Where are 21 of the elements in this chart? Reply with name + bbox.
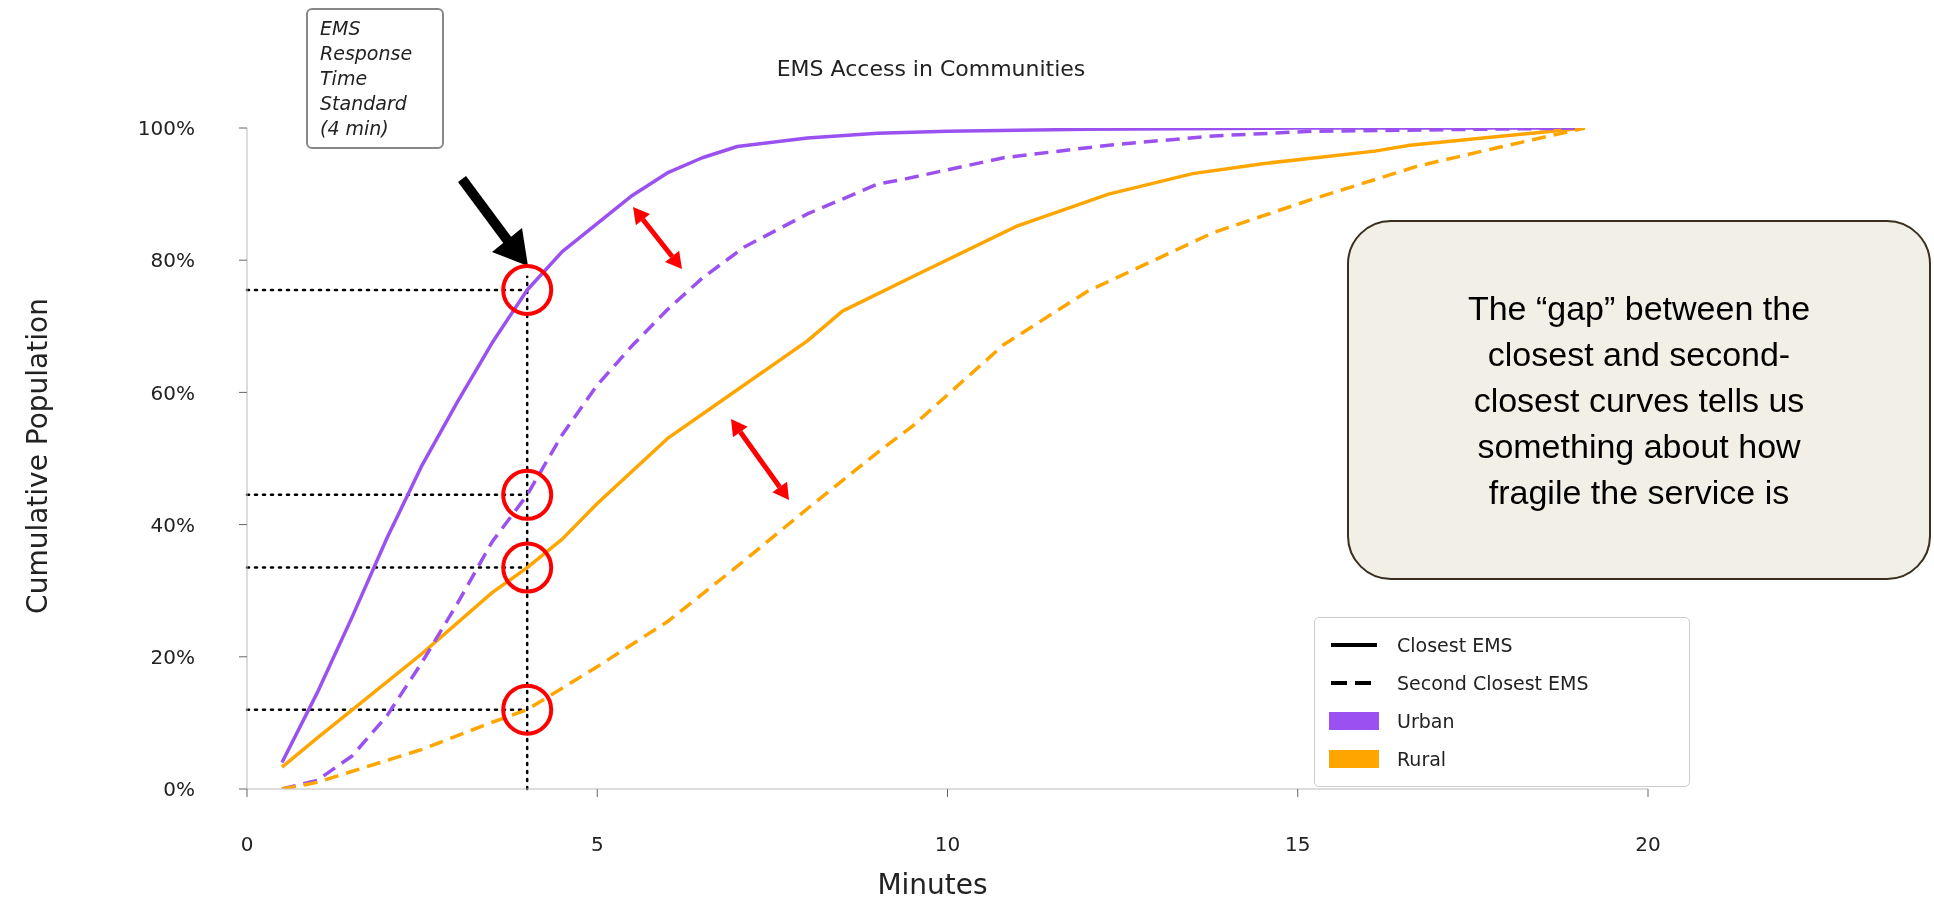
y-tick-label: 100% <box>137 116 195 141</box>
x-axis-title: Minutes <box>876 868 989 901</box>
legend-label: Urban <box>1397 710 1455 732</box>
x-tick-label: 20 <box>1635 832 1661 857</box>
y-tick-label: 60% <box>150 380 195 405</box>
y-axis-title: Cumulative Population <box>20 298 54 614</box>
x-tick-label: 0 <box>240 832 254 857</box>
annotation: Second Closest EMS <box>1397 672 1589 694</box>
note-box: The “gap” between the closest and second-closest curves tells us something about how fragile the service is <box>1347 220 1931 580</box>
x-tick-label: 10 <box>934 832 961 857</box>
y-tick-label: 40% <box>150 512 195 537</box>
y-tick-label: 20% <box>150 644 195 669</box>
y-tick-label: 80% <box>150 248 195 273</box>
callout-box: EMS Response Time Standard (4 min) <box>306 8 444 149</box>
annotation: The “gap” between the closest and second-closest curves tells us something about how fragile the service is <box>1466 288 1812 513</box>
y-tick-label: 0% <box>163 777 195 802</box>
chart-title: EMS Access in Communities <box>776 56 1086 81</box>
annotation: Closest EMS <box>1397 634 1513 656</box>
x-tick-label: 15 <box>1285 832 1311 857</box>
legend-label: Rural <box>1397 748 1447 770</box>
x-tick-label: 5 <box>590 832 604 857</box>
